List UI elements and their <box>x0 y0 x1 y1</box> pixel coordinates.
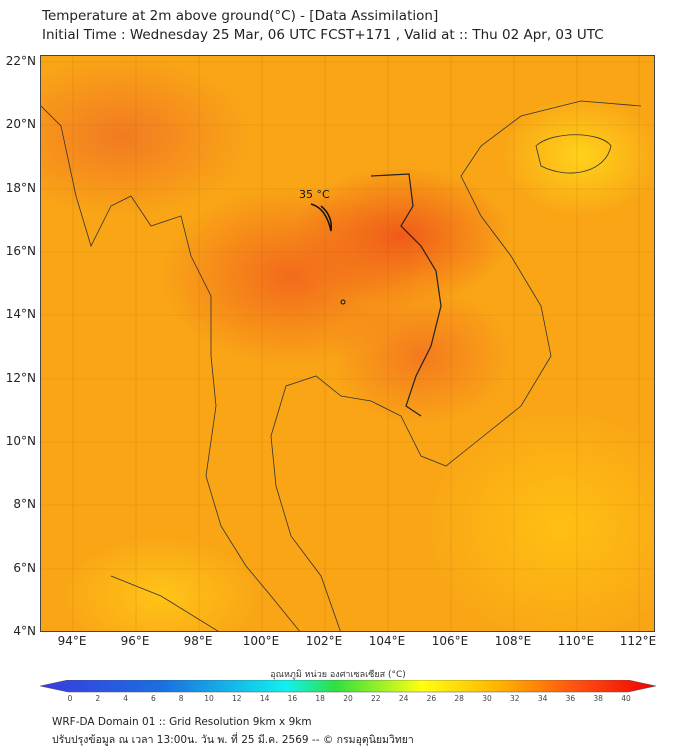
colorbar-tick-label: 14 <box>259 694 270 703</box>
lat-label: 12°N <box>5 371 36 385</box>
lat-label: 18°N <box>5 181 36 195</box>
contour-label: 35 °C <box>299 188 330 201</box>
colorbar <box>40 680 656 693</box>
lon-label: 106°E <box>431 634 469 648</box>
lat-label: 14°N <box>5 307 36 321</box>
lat-label: 20°N <box>5 117 36 131</box>
lat-label: 8°N <box>13 497 36 511</box>
colorbar-tick-label: 6 <box>151 694 156 703</box>
colorbar-tick-label: 4 <box>123 694 128 703</box>
lat-label: 16°N <box>5 244 36 258</box>
lat-label: 10°N <box>5 434 36 448</box>
chart-subtitle: Initial Time : Wednesday 25 Mar, 06 UTC … <box>42 27 604 43</box>
lon-label: 100°E <box>242 634 280 648</box>
footer-model-info: WRF-DA Domain 01 :: Grid Resolution 9km … <box>52 716 312 728</box>
lon-label: 108°E <box>494 634 532 648</box>
lon-label: 98°E <box>183 634 213 648</box>
colorbar-tick-label: 40 <box>621 694 631 703</box>
coastlines <box>41 100 642 631</box>
lon-label: 102°E <box>305 634 343 648</box>
colorbar-tick-label: 32 <box>510 694 520 703</box>
colorbar-tick-label: 18 <box>315 694 325 703</box>
colorbar-tick-label: 38 <box>593 694 603 703</box>
lat-label: 22°N <box>5 54 36 68</box>
colorbar-tick-label: 34 <box>537 694 548 703</box>
colorbar-tick-label: 30 <box>482 694 492 703</box>
colorbar-tick-label: 10 <box>204 694 214 703</box>
colorbar-tick-label: 8 <box>178 694 184 703</box>
colorbar-tick-label: 28 <box>454 694 464 703</box>
footer-update-info: ปรับปรุงข้อมูล ณ เวลา 13:00น. วัน พ. ที่… <box>52 734 414 746</box>
colorbar-tick-label: 26 <box>426 694 437 703</box>
temperature-map: 35 °C <box>40 55 655 632</box>
colorbar-tick-label: 24 <box>398 694 409 703</box>
colorbar-tick-label: 12 <box>232 694 242 703</box>
colorbar-tick-label: 20 <box>343 694 353 703</box>
colorbar-tick-label: 16 <box>287 694 298 703</box>
colorbar-title: อุณหภูมิ หน่วย องศาเซลเซียส (°C) <box>270 670 406 680</box>
lon-label: 104°E <box>368 634 406 648</box>
colorbar-tick-label: 22 <box>371 694 381 703</box>
colorbar-tick-label: 0 <box>67 694 73 703</box>
lat-label: 6°N <box>13 561 36 575</box>
lon-label: 110°E <box>557 634 595 648</box>
lon-label: 112°E <box>619 634 657 648</box>
lon-label: 94°E <box>57 634 87 648</box>
lat-label: 4°N <box>13 624 36 638</box>
colorbar-tick-label: 2 <box>95 694 101 703</box>
lon-label: 96°E <box>120 634 150 648</box>
chart-title: Temperature at 2m above ground(°C) - [Da… <box>42 8 439 24</box>
colorbar-tick-label: 36 <box>565 694 576 703</box>
